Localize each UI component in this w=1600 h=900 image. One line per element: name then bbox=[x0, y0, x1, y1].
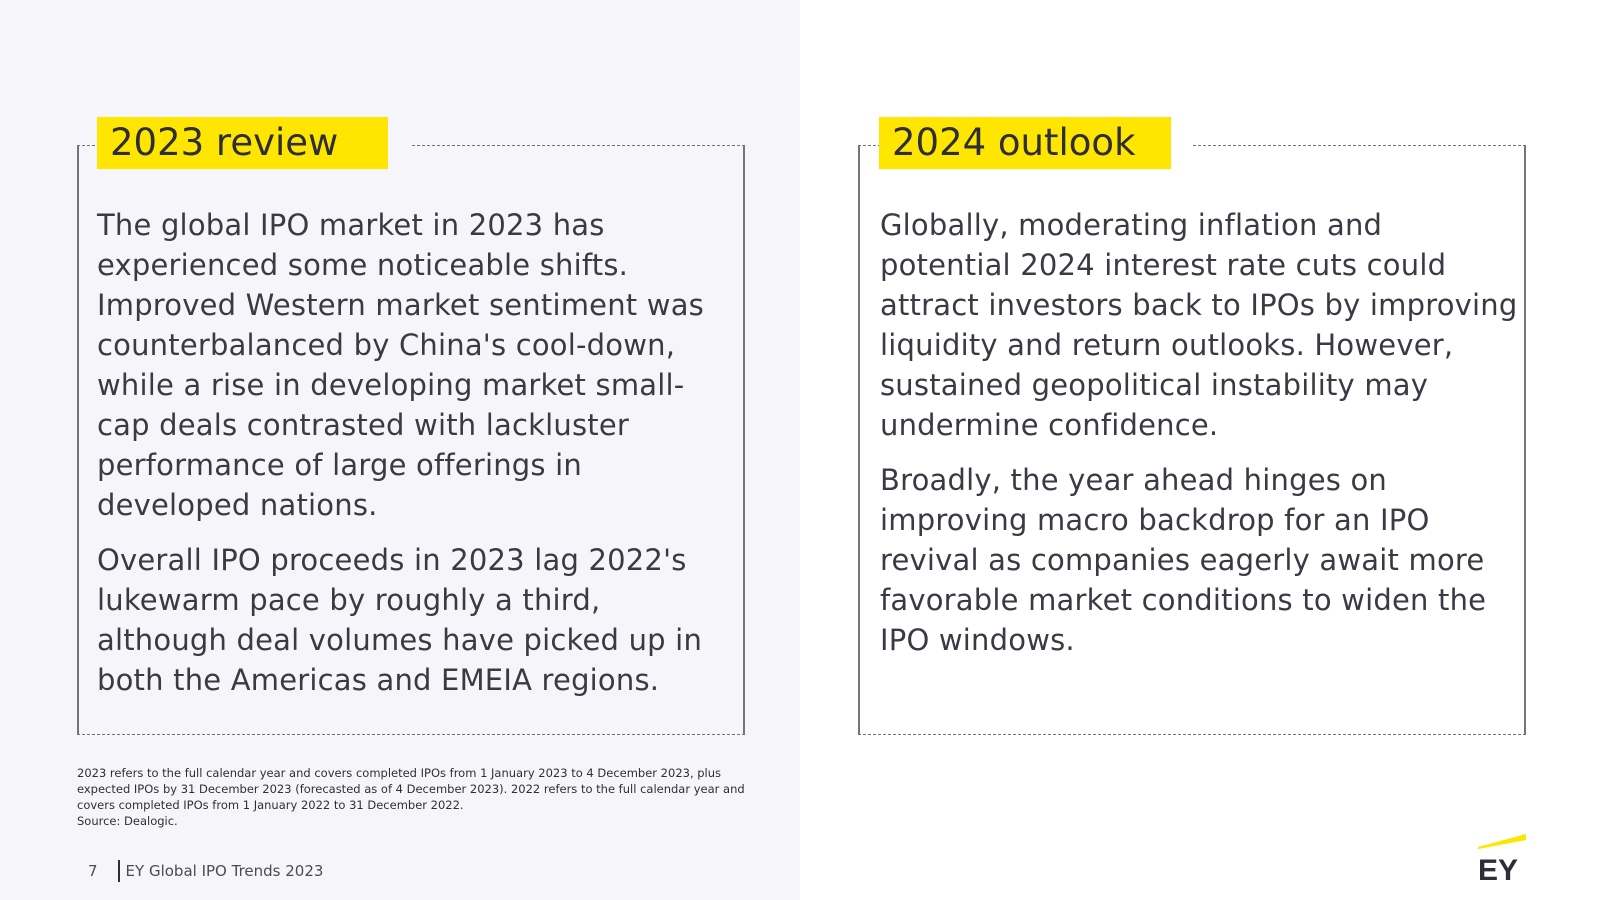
outlook-body: Globally, moderating inflation and poten… bbox=[880, 205, 1520, 675]
footnote-source: Source: Dealogic. bbox=[77, 814, 178, 828]
outlook-paragraph-1: Globally, moderating inflation and poten… bbox=[880, 208, 1518, 442]
page-number: 7 bbox=[88, 862, 98, 880]
review-paragraph-1: The global IPO market in 2023 has experi… bbox=[97, 208, 704, 522]
publication-title: EY Global IPO Trends 2023 bbox=[125, 862, 324, 880]
page-footer: 7 EY Global IPO Trends 2023 bbox=[88, 860, 323, 882]
review-title: 2023 review bbox=[97, 117, 388, 169]
outlook-title: 2024 outlook bbox=[879, 117, 1171, 169]
ey-logo-beam bbox=[1478, 834, 1526, 849]
outlook-paragraph-2: Broadly, the year ahead hinges on improv… bbox=[880, 463, 1487, 657]
outlook-tab-gap bbox=[1171, 140, 1193, 150]
ey-logo-icon: EY bbox=[1478, 834, 1526, 882]
review-body: The global IPO market in 2023 has experi… bbox=[97, 205, 737, 715]
review-tab-gap bbox=[388, 140, 412, 150]
review-paragraph-2: Overall IPO proceeds in 2023 lag 2022's … bbox=[97, 543, 703, 697]
ey-logo-text: EY bbox=[1478, 854, 1518, 882]
footnote-text: 2023 refers to the full calendar year an… bbox=[77, 766, 745, 812]
footer-divider bbox=[117, 860, 120, 882]
footnote: 2023 refers to the full calendar year an… bbox=[77, 765, 757, 829]
